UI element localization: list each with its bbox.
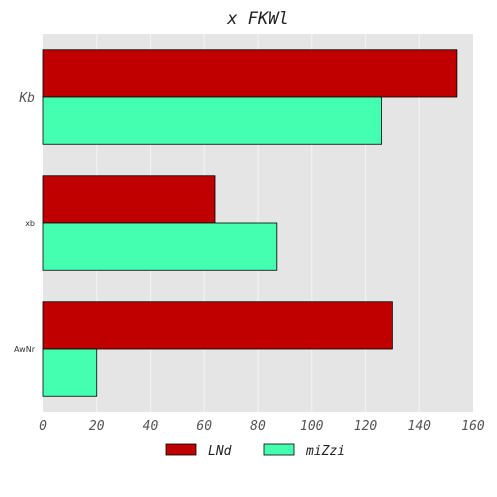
legend-label-miZzi: miZzi bbox=[305, 444, 345, 459]
x-tick-label-80: 80 bbox=[250, 419, 266, 434]
chart-title: x FKWl bbox=[226, 9, 288, 29]
x-axis-ticks: 0 20 40 60 80 100 120 140 160 bbox=[39, 419, 485, 434]
y-tick-label-xb: xb bbox=[25, 219, 35, 228]
bar-LNd-xb bbox=[42, 175, 216, 224]
y-axis-ticks: Kb xb AwNr bbox=[14, 91, 36, 354]
legend: LNd miZzi bbox=[165, 443, 345, 459]
legend-swatch-LNd bbox=[165, 443, 197, 456]
x-tick-label-140: 140 bbox=[408, 419, 432, 434]
bar-miZzi-AwNr bbox=[42, 348, 98, 397]
legend-label-LNd: LNd bbox=[208, 444, 232, 459]
x-tick-label-20: 20 bbox=[89, 419, 105, 434]
legend-swatch-miZzi bbox=[263, 443, 295, 456]
x-tick-label-60: 60 bbox=[196, 419, 212, 434]
bars bbox=[42, 49, 458, 397]
x-tick-label-100: 100 bbox=[300, 419, 324, 434]
bar-miZzi-xb bbox=[42, 222, 278, 271]
bar-LNd-Kb bbox=[42, 49, 458, 98]
bar-miZzi-Kb bbox=[42, 96, 383, 145]
bar-LNd-AwNr bbox=[42, 301, 393, 350]
x-tick-label-0: 0 bbox=[39, 419, 47, 434]
x-tick-label-120: 120 bbox=[354, 419, 378, 434]
y-tick-label-Kb: Kb bbox=[18, 91, 35, 106]
x-tick-label-40: 40 bbox=[143, 419, 159, 434]
y-tick-label-AwNr: AwNr bbox=[14, 345, 36, 354]
x-tick-label-160: 160 bbox=[461, 419, 485, 434]
